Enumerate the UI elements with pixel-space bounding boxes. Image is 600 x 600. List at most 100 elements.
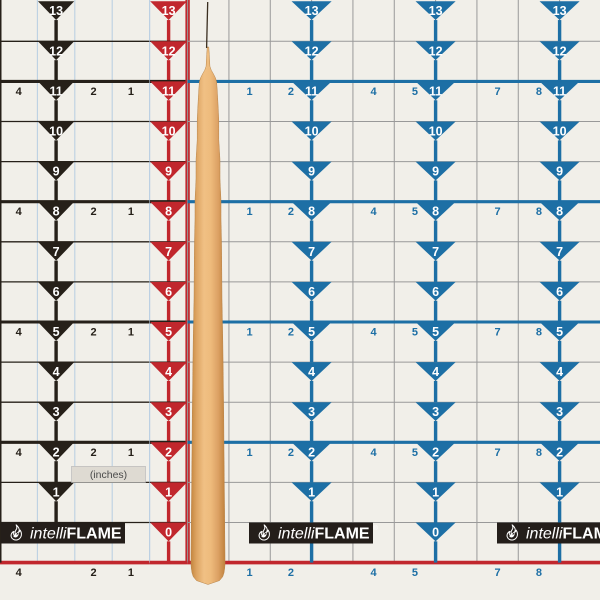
svg-text:5: 5: [432, 325, 439, 339]
svg-text:4: 4: [16, 327, 23, 339]
svg-text:®: ®: [125, 524, 130, 532]
svg-text:4: 4: [53, 365, 60, 379]
svg-text:12: 12: [429, 44, 443, 58]
svg-text:8: 8: [536, 327, 542, 339]
svg-text:0: 0: [165, 525, 172, 539]
svg-text:13: 13: [429, 4, 443, 18]
svg-text:8: 8: [536, 567, 542, 579]
svg-text:2: 2: [288, 567, 294, 579]
svg-text:1: 1: [128, 447, 134, 459]
svg-text:7: 7: [495, 86, 501, 98]
svg-text:4: 4: [371, 206, 378, 218]
svg-text:®: ®: [373, 524, 378, 532]
svg-text:7: 7: [556, 245, 563, 259]
svg-text:(inches): (inches): [90, 469, 127, 481]
svg-text:1: 1: [247, 447, 253, 459]
svg-text:8: 8: [432, 205, 439, 219]
svg-text:1: 1: [308, 485, 315, 499]
svg-text:6: 6: [432, 285, 439, 299]
svg-text:intelliFLAME: intelliFLAME: [30, 525, 122, 542]
svg-text:2: 2: [288, 206, 294, 218]
svg-text:2: 2: [90, 327, 96, 339]
svg-text:10: 10: [49, 124, 63, 138]
svg-text:11: 11: [162, 84, 175, 98]
svg-text:4: 4: [16, 447, 23, 459]
svg-text:7: 7: [495, 327, 501, 339]
svg-text:7: 7: [53, 245, 60, 259]
svg-text:9: 9: [556, 165, 563, 179]
svg-text:8: 8: [556, 205, 563, 219]
svg-text:4: 4: [16, 86, 23, 98]
svg-text:2: 2: [90, 86, 96, 98]
svg-text:1: 1: [128, 86, 134, 98]
svg-text:9: 9: [432, 165, 439, 179]
svg-text:5: 5: [53, 325, 60, 339]
svg-text:5: 5: [412, 327, 418, 339]
svg-text:1: 1: [53, 485, 60, 499]
svg-text:6: 6: [556, 285, 563, 299]
svg-text:2: 2: [432, 445, 439, 459]
svg-text:4: 4: [432, 365, 439, 379]
svg-text:5: 5: [412, 206, 418, 218]
svg-text:9: 9: [308, 165, 315, 179]
svg-text:2: 2: [90, 206, 96, 218]
svg-text:5: 5: [412, 447, 418, 459]
svg-text:11: 11: [429, 84, 442, 98]
svg-text:4: 4: [556, 365, 563, 379]
svg-text:2: 2: [288, 86, 294, 98]
svg-text:4: 4: [308, 365, 315, 379]
svg-text:5: 5: [165, 325, 172, 339]
svg-text:11: 11: [305, 84, 318, 98]
svg-text:5: 5: [412, 567, 418, 579]
svg-text:1: 1: [128, 567, 134, 579]
svg-text:9: 9: [165, 165, 172, 179]
svg-text:7: 7: [495, 567, 501, 579]
svg-text:intelliFLAME: intelliFLAME: [278, 525, 370, 542]
svg-text:7: 7: [495, 447, 501, 459]
svg-text:5: 5: [412, 86, 418, 98]
svg-text:2: 2: [288, 327, 294, 339]
svg-text:intelliFLAME: intelliFLAME: [526, 525, 600, 542]
svg-text:4: 4: [165, 365, 172, 379]
svg-text:2: 2: [90, 567, 96, 579]
svg-text:8: 8: [536, 206, 542, 218]
svg-text:8: 8: [53, 205, 60, 219]
svg-text:6: 6: [53, 285, 60, 299]
svg-text:1: 1: [247, 86, 253, 98]
svg-text:1: 1: [432, 485, 439, 499]
svg-text:3: 3: [432, 405, 439, 419]
svg-text:1: 1: [247, 206, 253, 218]
svg-text:12: 12: [49, 44, 63, 58]
svg-text:1: 1: [556, 485, 563, 499]
svg-text:1: 1: [128, 327, 134, 339]
svg-text:4: 4: [371, 327, 378, 339]
svg-text:9: 9: [53, 165, 60, 179]
svg-text:4: 4: [16, 206, 23, 218]
svg-text:2: 2: [90, 447, 96, 459]
svg-text:8: 8: [165, 205, 172, 219]
svg-text:5: 5: [308, 325, 315, 339]
svg-text:5: 5: [556, 325, 563, 339]
svg-text:10: 10: [162, 124, 176, 138]
svg-text:2: 2: [556, 445, 563, 459]
svg-text:4: 4: [371, 567, 378, 579]
svg-text:4: 4: [16, 567, 23, 579]
svg-text:13: 13: [49, 4, 63, 18]
svg-text:2: 2: [53, 445, 60, 459]
svg-text:1: 1: [128, 206, 134, 218]
svg-text:11: 11: [553, 84, 566, 98]
svg-text:13: 13: [162, 4, 176, 18]
svg-text:12: 12: [162, 44, 176, 58]
svg-text:3: 3: [165, 405, 172, 419]
svg-text:8: 8: [536, 86, 542, 98]
svg-text:10: 10: [429, 124, 443, 138]
svg-text:7: 7: [308, 245, 315, 259]
svg-text:7: 7: [165, 245, 172, 259]
svg-text:13: 13: [305, 4, 319, 18]
svg-text:4: 4: [371, 447, 378, 459]
svg-text:2: 2: [308, 445, 315, 459]
svg-text:6: 6: [165, 285, 172, 299]
svg-text:2: 2: [165, 445, 172, 459]
svg-text:10: 10: [553, 124, 567, 138]
svg-text:10: 10: [305, 124, 319, 138]
